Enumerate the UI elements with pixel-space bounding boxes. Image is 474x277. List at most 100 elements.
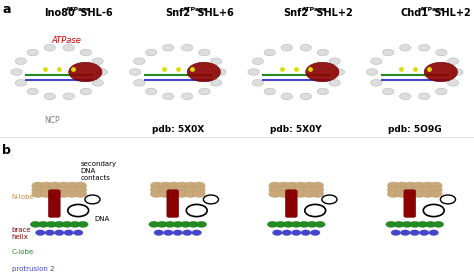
Circle shape — [452, 69, 463, 75]
Circle shape — [63, 93, 74, 100]
Text: secondary
DNA
contacts: secondary DNA contacts — [81, 161, 117, 181]
Circle shape — [421, 186, 434, 193]
Circle shape — [74, 190, 87, 198]
Circle shape — [275, 221, 286, 227]
Circle shape — [283, 221, 293, 227]
Circle shape — [264, 49, 275, 56]
Circle shape — [421, 182, 434, 189]
Text: ATPase: ATPase — [183, 7, 209, 12]
Circle shape — [36, 230, 45, 235]
Circle shape — [150, 190, 163, 198]
Circle shape — [96, 69, 108, 75]
Circle shape — [366, 69, 378, 75]
Circle shape — [383, 49, 394, 56]
Circle shape — [269, 190, 281, 198]
Circle shape — [159, 190, 171, 198]
Circle shape — [69, 62, 102, 82]
Circle shape — [317, 88, 328, 95]
Circle shape — [199, 88, 210, 95]
Circle shape — [286, 186, 298, 193]
Circle shape — [299, 221, 310, 227]
Circle shape — [27, 88, 38, 95]
Circle shape — [371, 79, 382, 86]
Circle shape — [394, 221, 404, 227]
Circle shape — [436, 88, 447, 95]
Text: ATPase: ATPase — [302, 7, 327, 12]
Circle shape — [176, 190, 188, 198]
Circle shape — [401, 230, 410, 235]
Circle shape — [182, 93, 193, 100]
Circle shape — [294, 182, 307, 189]
Circle shape — [167, 190, 180, 198]
Circle shape — [11, 69, 22, 75]
Text: SHL-6: SHL-6 — [77, 8, 113, 18]
Circle shape — [436, 49, 447, 56]
Circle shape — [387, 186, 400, 193]
Circle shape — [210, 79, 222, 86]
Circle shape — [146, 88, 157, 95]
Circle shape — [45, 230, 55, 235]
Circle shape — [292, 230, 301, 235]
Circle shape — [447, 58, 459, 65]
Point — [160, 67, 167, 71]
Circle shape — [430, 182, 442, 189]
Circle shape — [391, 230, 401, 235]
Text: C-lobe: C-lobe — [12, 249, 34, 255]
Circle shape — [193, 186, 205, 193]
Circle shape — [291, 221, 301, 227]
Circle shape — [27, 49, 38, 56]
Point — [174, 67, 182, 71]
Circle shape — [49, 190, 61, 198]
Circle shape — [184, 186, 197, 193]
Circle shape — [57, 186, 70, 193]
Circle shape — [163, 44, 174, 51]
Circle shape — [277, 190, 290, 198]
Circle shape — [134, 79, 145, 86]
Circle shape — [433, 221, 444, 227]
Text: ATPase: ATPase — [420, 7, 446, 12]
Circle shape — [146, 49, 157, 56]
Circle shape — [333, 69, 345, 75]
Circle shape — [418, 221, 428, 227]
Circle shape — [150, 182, 163, 189]
Circle shape — [400, 93, 411, 100]
Circle shape — [15, 79, 27, 86]
Circle shape — [193, 190, 205, 198]
Circle shape — [184, 190, 197, 198]
Circle shape — [413, 186, 425, 193]
Circle shape — [311, 186, 324, 193]
Circle shape — [410, 221, 420, 227]
Circle shape — [66, 186, 78, 193]
Text: Ino80: Ino80 — [44, 8, 74, 18]
Text: SHL+2: SHL+2 — [313, 8, 353, 18]
Circle shape — [193, 182, 205, 189]
Circle shape — [387, 182, 400, 189]
Circle shape — [157, 221, 167, 227]
Circle shape — [134, 58, 145, 65]
Circle shape — [215, 69, 226, 75]
Circle shape — [424, 62, 457, 82]
Point — [307, 67, 314, 71]
Circle shape — [264, 88, 275, 95]
Text: SHL+2: SHL+2 — [431, 8, 471, 18]
Circle shape — [92, 79, 103, 86]
Circle shape — [252, 58, 264, 65]
Circle shape — [404, 186, 417, 193]
Circle shape — [173, 230, 182, 235]
Circle shape — [410, 230, 419, 235]
FancyBboxPatch shape — [285, 190, 297, 217]
Circle shape — [386, 221, 396, 227]
Text: NCP: NCP — [45, 116, 60, 125]
Circle shape — [404, 190, 417, 198]
Circle shape — [413, 182, 425, 189]
Circle shape — [301, 230, 310, 235]
Circle shape — [74, 186, 87, 193]
Circle shape — [401, 221, 412, 227]
Text: Snf2: Snf2 — [283, 8, 309, 18]
Text: Chd1: Chd1 — [401, 8, 429, 18]
Circle shape — [15, 58, 27, 65]
Circle shape — [167, 186, 180, 193]
Circle shape — [182, 44, 193, 51]
Circle shape — [329, 79, 340, 86]
Point — [397, 67, 404, 71]
